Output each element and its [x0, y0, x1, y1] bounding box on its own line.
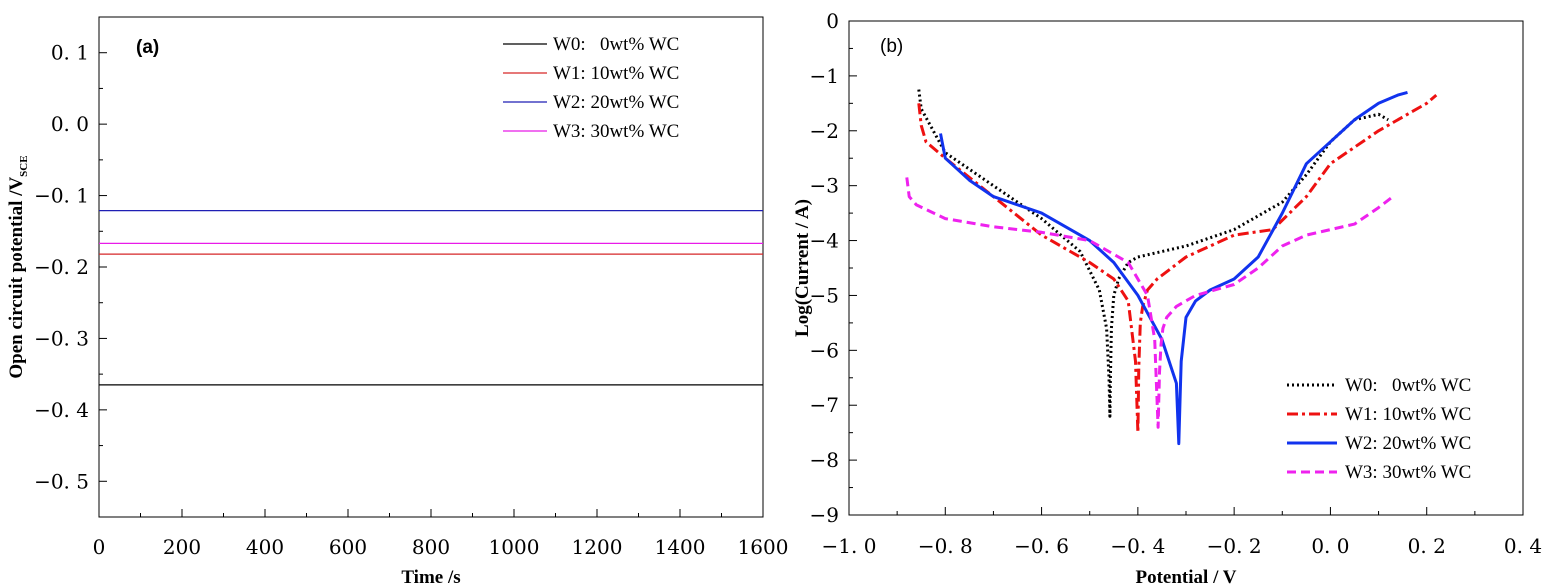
series-line-w0	[917, 89, 1389, 418]
x-tick-label: 800	[412, 535, 450, 559]
legend-entry-w2: W2: 20wt% WC	[1345, 433, 1471, 454]
y-tick-label: −1	[810, 64, 839, 88]
y-tick-label: −6	[810, 338, 839, 362]
y-axis-title: Open circuit potential /VSCE	[6, 155, 30, 378]
y-tick-label: 0. 1	[51, 41, 89, 65]
x-tick-label: 0. 0	[1311, 534, 1349, 558]
panel-label: (a)	[136, 37, 159, 58]
legend-entry-w0: W0: 0wt% WC	[1345, 375, 1471, 396]
y-tick-label: −3	[810, 174, 839, 198]
y-tick-label: −0. 3	[34, 326, 89, 350]
x-tick-label: 1200	[572, 535, 623, 559]
panel-a: 0 200 400 600 800 1000 1200 1400 1600 0. 1 0. 0 −0.…	[6, 16, 789, 587]
y-axis-title-subscript: SCE	[18, 155, 30, 176]
panel-label: (b)	[880, 36, 903, 57]
legend-entry-w3: W3: 30wt% WC	[1345, 462, 1471, 483]
legend-entry-w3: W3: 30wt% WC	[553, 121, 679, 142]
y-tick-label: −4	[810, 229, 839, 253]
y-tick-label: −9	[810, 503, 839, 527]
x-tick-label: −0. 8	[918, 534, 973, 558]
x-tick-label: −0. 2	[1207, 534, 1262, 558]
legend-entry-w2: W2: 20wt% WC	[553, 92, 679, 113]
y-tick-label: −7	[810, 393, 839, 417]
x-tick-label: 0. 2	[1408, 534, 1446, 558]
y-tick-label: 0. 0	[51, 112, 89, 136]
series-line-w2	[939, 90, 1408, 446]
x-tick-label: 200	[163, 535, 201, 559]
x-tick-label: 400	[246, 535, 284, 559]
x-tick-label: 600	[329, 535, 367, 559]
x-tick-label: 0	[93, 535, 106, 559]
legend-entry-w0: W0: 0wt% WC	[553, 34, 679, 55]
x-tick-label: 1600	[738, 535, 789, 559]
y-tick-label: −5	[810, 283, 839, 307]
x-tick-label: −0. 4	[1110, 534, 1165, 558]
legend-entry-w1: W1: 10wt% WC	[553, 63, 679, 84]
x-axis-title: Potential / V	[1136, 567, 1237, 587]
y-tick-label: −8	[810, 448, 839, 472]
x-tick-label: 1400	[655, 535, 706, 559]
y-tick-label: −0. 1	[34, 184, 89, 208]
x-tick-label: −1. 0	[822, 534, 877, 558]
series-line-w3	[905, 177, 1394, 429]
y-tick-label: −0. 4	[34, 398, 89, 422]
panel-b: −1. 0 −0. 8 −0. 6 −0. 4 −0. 2 0. 0 0. 2 0. 4 0 −1…	[792, 9, 1542, 587]
y-axis-title: Log(Current / A)	[792, 199, 813, 337]
y-tick-label: −0. 2	[34, 255, 89, 279]
x-tick-label: −0. 6	[1014, 534, 1069, 558]
x-axis-title: Time /s	[401, 567, 460, 587]
legend-entry-w1: W1: 10wt% WC	[1345, 404, 1471, 425]
x-tick-label: 0. 4	[1504, 534, 1542, 558]
y-tick-label: −2	[810, 119, 839, 143]
y-tick-label: 0	[826, 9, 839, 33]
x-tick-label: 1000	[489, 535, 540, 559]
y-tick-label: −0. 5	[34, 469, 89, 493]
